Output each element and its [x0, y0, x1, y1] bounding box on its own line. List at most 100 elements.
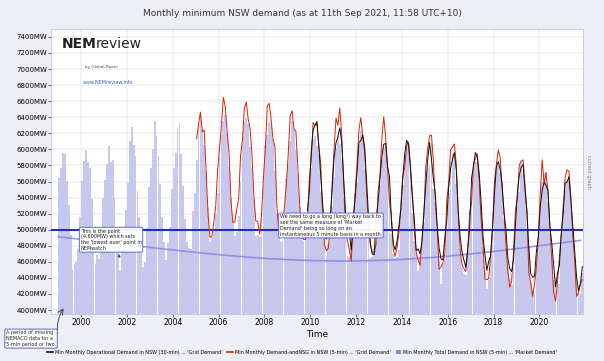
Bar	[427, 168, 429, 361]
Bar	[396, 257, 398, 361]
Bar	[478, 184, 480, 361]
Bar	[582, 273, 583, 361]
Bar	[184, 219, 186, 361]
Bar	[379, 184, 381, 361]
Bar	[175, 153, 176, 361]
X-axis label: Time: Time	[306, 330, 328, 339]
Bar	[303, 241, 304, 361]
Bar	[115, 230, 117, 361]
Bar	[471, 199, 472, 361]
Bar	[434, 202, 436, 361]
Bar	[570, 206, 572, 361]
Bar	[539, 210, 541, 361]
Bar	[440, 284, 442, 361]
Bar	[492, 235, 493, 361]
Bar	[144, 262, 146, 361]
Bar	[215, 214, 217, 361]
Bar	[354, 193, 356, 361]
Bar	[299, 207, 301, 361]
Bar	[449, 162, 451, 361]
Bar	[204, 145, 205, 361]
Bar	[448, 193, 449, 361]
Bar	[475, 162, 477, 361]
Bar	[356, 183, 358, 361]
Bar	[165, 260, 167, 361]
Bar	[121, 252, 123, 361]
Bar	[362, 137, 364, 361]
Bar	[337, 136, 339, 361]
Bar	[432, 188, 434, 361]
Bar	[143, 267, 144, 361]
Bar	[501, 183, 503, 361]
Bar	[335, 148, 337, 361]
Bar	[482, 247, 484, 361]
Bar	[100, 243, 102, 361]
Bar	[526, 231, 528, 361]
Bar	[536, 269, 538, 361]
Bar	[249, 147, 251, 361]
Bar	[477, 161, 478, 361]
Bar	[69, 235, 71, 361]
Bar	[60, 168, 62, 361]
Bar	[228, 167, 230, 361]
Text: Monthly minimum NSW demand (as at 11th Sep 2021, 11:58 UTC+10): Monthly minimum NSW demand (as at 11th S…	[143, 9, 461, 18]
Bar	[234, 236, 236, 361]
Bar	[263, 185, 265, 361]
Bar	[226, 132, 228, 361]
Bar	[167, 243, 169, 361]
Bar	[562, 204, 564, 361]
Bar	[152, 149, 153, 361]
Bar	[551, 259, 553, 361]
Text: A period of missing
NEMACO data for a
5-min period or two.: A period of missing NEMACO data for a 5-…	[6, 330, 56, 347]
Bar	[431, 143, 432, 361]
Bar	[127, 183, 129, 361]
Bar	[217, 193, 219, 361]
Bar	[333, 177, 335, 361]
Bar	[576, 279, 577, 361]
Bar	[104, 180, 106, 361]
Bar	[417, 271, 419, 361]
Bar	[209, 242, 211, 361]
Bar	[161, 217, 163, 361]
Bar	[304, 241, 306, 361]
Bar	[411, 213, 413, 361]
Bar	[125, 210, 127, 361]
Bar	[373, 249, 375, 361]
Bar	[365, 190, 367, 361]
Bar	[283, 223, 285, 361]
Bar	[543, 173, 545, 361]
Bar	[186, 242, 188, 361]
Bar	[211, 237, 213, 361]
Bar	[507, 268, 509, 361]
Bar	[442, 262, 444, 361]
Text: by Global-Roam: by Global-Roam	[85, 65, 118, 69]
Bar	[173, 168, 175, 361]
Bar	[429, 165, 431, 361]
Bar	[281, 241, 283, 361]
Bar	[91, 199, 92, 361]
Bar	[295, 150, 297, 361]
Bar	[572, 228, 574, 361]
Bar	[182, 186, 184, 361]
Bar	[85, 149, 87, 361]
Bar	[316, 146, 318, 361]
Bar	[350, 247, 352, 361]
Bar	[270, 124, 272, 361]
Bar	[159, 184, 161, 361]
Bar	[500, 173, 501, 361]
Bar	[505, 248, 507, 361]
Bar	[190, 248, 192, 361]
Bar	[297, 174, 299, 361]
Text: This is the point
(4,600MW) which sets
the 'lowest ever' point in
NEMwatch: This is the point (4,600MW) which sets t…	[80, 229, 141, 257]
Bar	[112, 160, 114, 361]
Bar	[169, 226, 171, 361]
Bar	[181, 155, 182, 361]
Bar	[547, 201, 549, 361]
Bar	[114, 198, 115, 361]
Bar	[329, 231, 331, 361]
Bar	[532, 292, 533, 361]
Bar	[520, 161, 522, 361]
Bar	[465, 275, 467, 361]
Bar	[509, 279, 510, 361]
Bar	[77, 249, 79, 361]
